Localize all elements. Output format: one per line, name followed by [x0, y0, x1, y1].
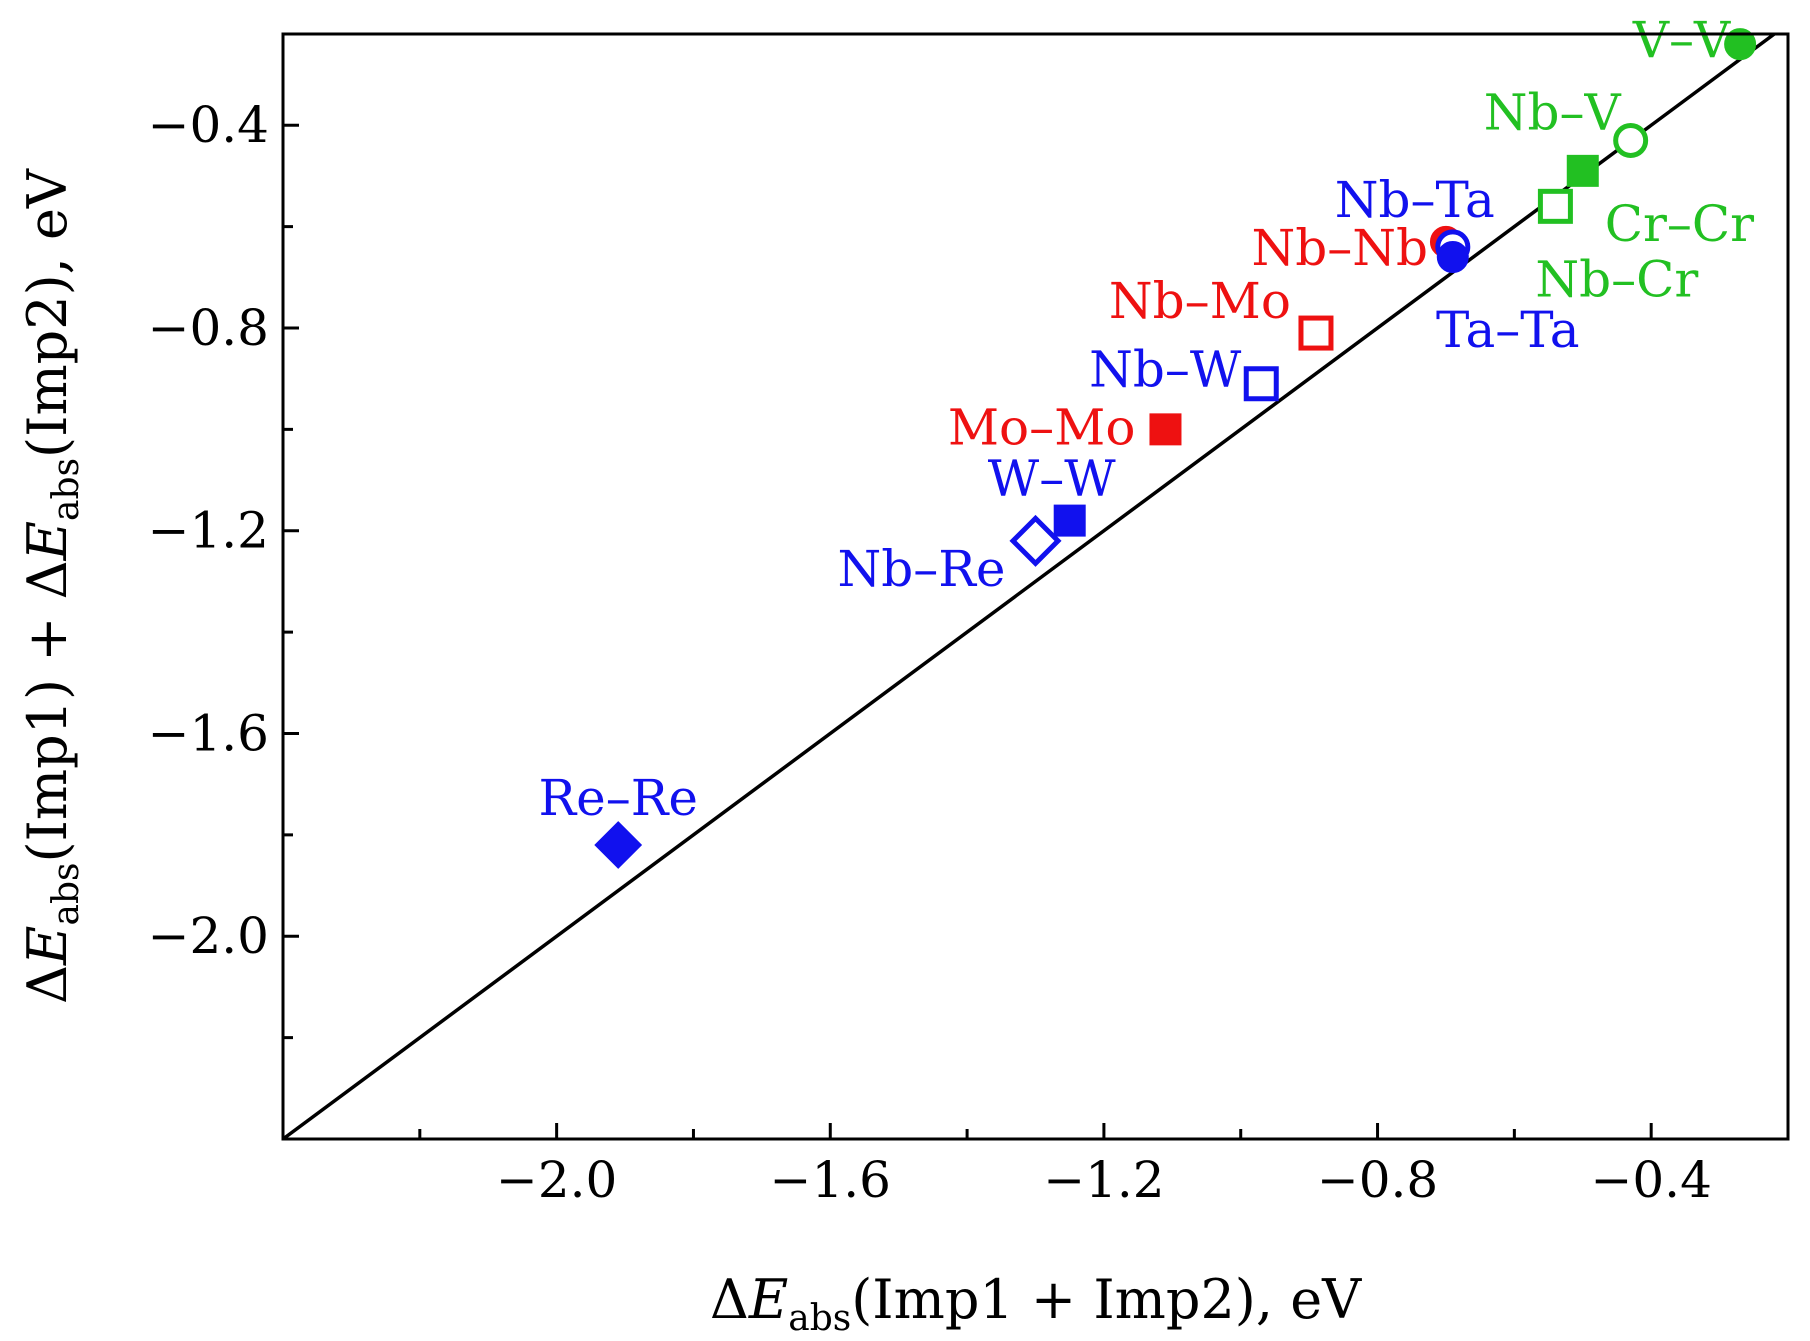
- x-tick-label: −0.4: [1590, 1151, 1711, 1209]
- data-label-nb-v: Nb–V: [1484, 83, 1622, 141]
- data-label-ta-ta: Ta–Ta: [1436, 301, 1580, 359]
- y-axis-title-delta: Δ: [16, 965, 79, 1004]
- y-tick-label: −1.6: [148, 704, 269, 762]
- plot-frame: [281, 32, 1790, 1141]
- marker-nb-v: [1613, 122, 1649, 158]
- marker-mo-mo: [1149, 413, 1182, 446]
- marker-ta-ta: [1436, 241, 1469, 274]
- y-tick-label: −0.8: [148, 299, 269, 357]
- y-axis-title-e: E: [16, 926, 79, 966]
- data-label-nb-w: Nb–W: [1089, 341, 1242, 399]
- data-label-nb-re: Nb–Re: [838, 540, 1006, 598]
- x-axis-title-e: E: [748, 1268, 788, 1331]
- axes: −2.0 −1.6 −1.2 −0.8 −0.4 −2.0 −1.6 −1.2 −0.8 −0.4…: [16, 32, 1790, 1339]
- data-label-v-v: V–V: [1632, 11, 1731, 69]
- marker-nb-re: [1009, 514, 1062, 567]
- data-label-w-w: W–W: [988, 450, 1116, 508]
- data-label-nb-mo: Nb–Mo: [1109, 272, 1291, 330]
- marker-w-w: [1053, 504, 1086, 537]
- y-axis-title-sub2: abs: [46, 458, 87, 521]
- marker-nb-mo: [1298, 315, 1334, 351]
- x-tick-label: −2.0: [496, 1151, 617, 1209]
- y-axis-title-sub: abs: [46, 863, 87, 926]
- x-axis-title-rest: (Imp1 + Imp2), eV: [851, 1268, 1362, 1331]
- marker-v-v: [1724, 28, 1757, 61]
- x-axis-title: ΔEabs(Imp1 + Imp2), eV: [710, 1268, 1362, 1339]
- data-label-nb-nb: Nb–Nb: [1251, 219, 1428, 277]
- x-tick-label: −0.8: [1317, 1151, 1438, 1209]
- data-markers: [594, 28, 1757, 869]
- y-tick-label: −0.4: [148, 96, 269, 154]
- data-label-re-re: Re–Re: [538, 769, 697, 827]
- y-axis-title-mid: (Imp1) + Δ: [16, 560, 79, 862]
- data-label-cr-cr: Cr–Cr: [1605, 195, 1754, 253]
- x-tick-label: −1.6: [770, 1151, 891, 1209]
- y-tick-label: −1.2: [148, 502, 269, 560]
- data-label-mo-mo: Mo–Mo: [948, 398, 1136, 456]
- y-axis-title: ΔEabs(Imp1) + ΔEabs(Imp2), eV: [16, 168, 87, 1004]
- data-label-nb-cr: Nb–Cr: [1535, 250, 1698, 308]
- reference-line-y-equals-x: [283, 34, 1776, 1139]
- x-tick-label: −1.2: [1043, 1151, 1164, 1209]
- plot-area: [283, 34, 1776, 1139]
- y-axis-title-e2: E: [16, 521, 79, 561]
- marker-nb-cr: [1537, 188, 1573, 224]
- y-tick-label: −2.0: [148, 907, 269, 965]
- marker-re-re: [594, 821, 643, 869]
- marker-cr-cr: [1566, 154, 1599, 187]
- marker-nb-w: [1243, 366, 1279, 402]
- data-label-nb-ta: Nb–Ta: [1335, 171, 1495, 229]
- x-axis-title-sub: abs: [788, 1298, 851, 1339]
- y-axis-title-rest: (Imp2), eV: [16, 168, 79, 458]
- x-axis-title-delta: Δ: [710, 1268, 749, 1331]
